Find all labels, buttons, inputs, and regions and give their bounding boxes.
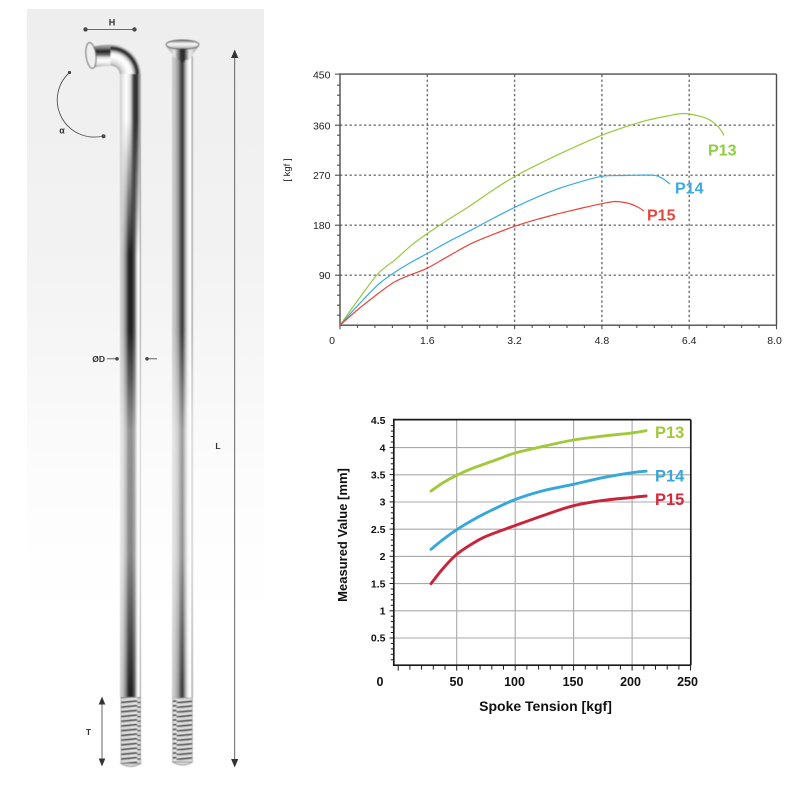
svg-text:0.5: 0.5 (371, 633, 386, 645)
svg-text:50: 50 (450, 675, 464, 689)
svg-text:200: 200 (620, 675, 641, 689)
svg-text:1.5: 1.5 (371, 578, 386, 590)
svg-text:150: 150 (563, 675, 584, 689)
svg-text:3.5: 3.5 (371, 470, 386, 482)
svg-text:4: 4 (380, 442, 386, 454)
svg-text:P13: P13 (708, 143, 737, 160)
svg-text:6.4: 6.4 (682, 335, 697, 347)
svg-text:H: H (109, 18, 116, 28)
svg-text:0: 0 (329, 335, 335, 347)
svg-text:4.8: 4.8 (595, 335, 610, 347)
svg-text:250: 250 (677, 675, 698, 689)
svg-text:Spoke Tension [kgf]: Spoke Tension [kgf] (479, 698, 612, 714)
svg-text:ØD: ØD (92, 354, 105, 364)
svg-text:P14: P14 (655, 468, 685, 486)
svg-text:100: 100 (504, 675, 525, 689)
svg-text:270: 270 (313, 170, 331, 182)
svg-text:450: 450 (313, 70, 331, 82)
svg-text:180: 180 (313, 220, 331, 232)
svg-text:Measured Value [mm]: Measured Value [mm] (335, 468, 350, 602)
svg-text:P14: P14 (675, 181, 704, 198)
svg-text:3.2: 3.2 (507, 335, 522, 347)
svg-text:P15: P15 (647, 208, 676, 225)
svg-text:90: 90 (319, 270, 331, 282)
svg-text:P15: P15 (655, 491, 684, 509)
svg-text:P13: P13 (655, 424, 684, 442)
svg-text:T: T (86, 727, 92, 737)
svg-text:2: 2 (380, 551, 386, 563)
svg-text:4.5: 4.5 (371, 415, 386, 427)
svg-text:360: 360 (313, 121, 331, 133)
svg-text:[ kgf ]: [ kgf ] (282, 158, 293, 181)
svg-text:2.5: 2.5 (371, 524, 386, 536)
svg-text:1.6: 1.6 (420, 335, 435, 347)
svg-text:L: L (215, 441, 220, 451)
svg-text:0: 0 (377, 675, 384, 689)
svg-text:3: 3 (380, 497, 386, 509)
svg-text:8.0: 8.0 (767, 335, 782, 347)
svg-text:α: α (59, 126, 65, 136)
svg-text:1: 1 (380, 606, 386, 618)
